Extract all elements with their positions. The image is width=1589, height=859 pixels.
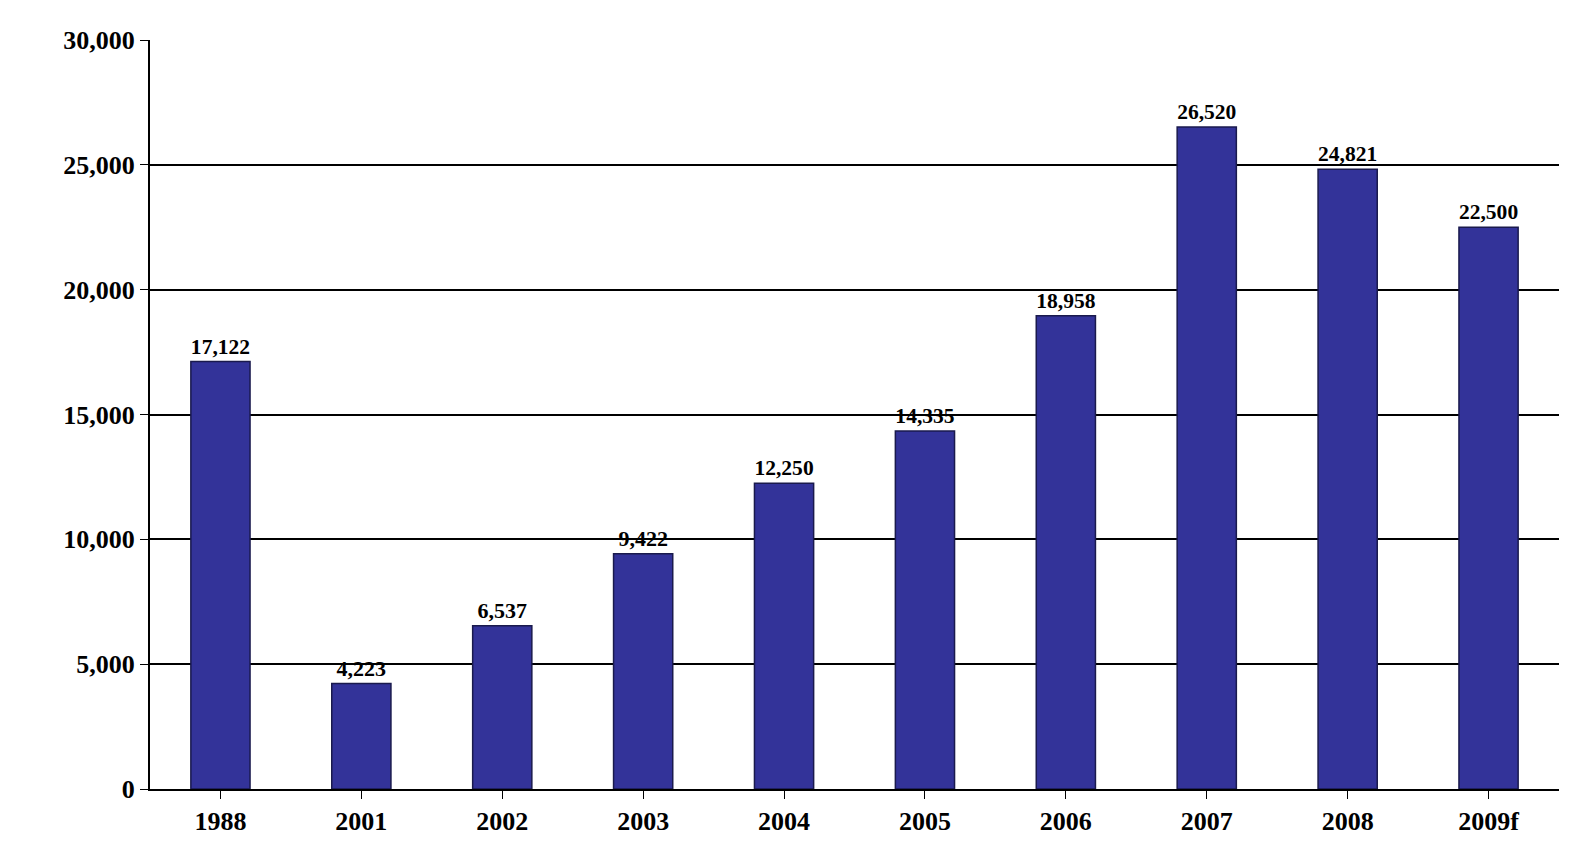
svg-text:0: 0 — [122, 775, 135, 804]
svg-text:5,000: 5,000 — [76, 650, 135, 679]
svg-text:2001: 2001 — [335, 807, 387, 836]
svg-text:17,122: 17,122 — [191, 335, 250, 359]
svg-text:30,000: 30,000 — [63, 26, 135, 55]
svg-text:2006: 2006 — [1040, 807, 1092, 836]
svg-text:4,223: 4,223 — [337, 656, 387, 681]
svg-text:25,000: 25,000 — [63, 151, 135, 180]
svg-text:2009f: 2009f — [1458, 807, 1519, 836]
svg-text:24,821: 24,821 — [1318, 142, 1377, 166]
svg-text:2008: 2008 — [1322, 807, 1374, 836]
svg-text:6,537: 6,537 — [478, 598, 528, 623]
svg-text:12,250: 12,250 — [754, 456, 813, 480]
svg-text:2005: 2005 — [899, 807, 951, 836]
svg-text:9,422: 9,422 — [618, 526, 668, 551]
svg-text:2002: 2002 — [476, 807, 528, 836]
svg-text:10,000: 10,000 — [63, 525, 135, 554]
svg-text:2003: 2003 — [617, 807, 669, 836]
svg-text:20,000: 20,000 — [63, 276, 135, 305]
svg-text:2004: 2004 — [758, 807, 810, 836]
svg-text:15,000: 15,000 — [63, 401, 135, 430]
svg-text:26,520: 26,520 — [1177, 100, 1236, 124]
svg-text:1988: 1988 — [194, 807, 246, 836]
svg-text:2007: 2007 — [1181, 807, 1233, 836]
svg-text:22,500: 22,500 — [1459, 200, 1518, 224]
svg-text:18,958: 18,958 — [1036, 289, 1095, 313]
svg-text:14,335: 14,335 — [895, 404, 954, 428]
